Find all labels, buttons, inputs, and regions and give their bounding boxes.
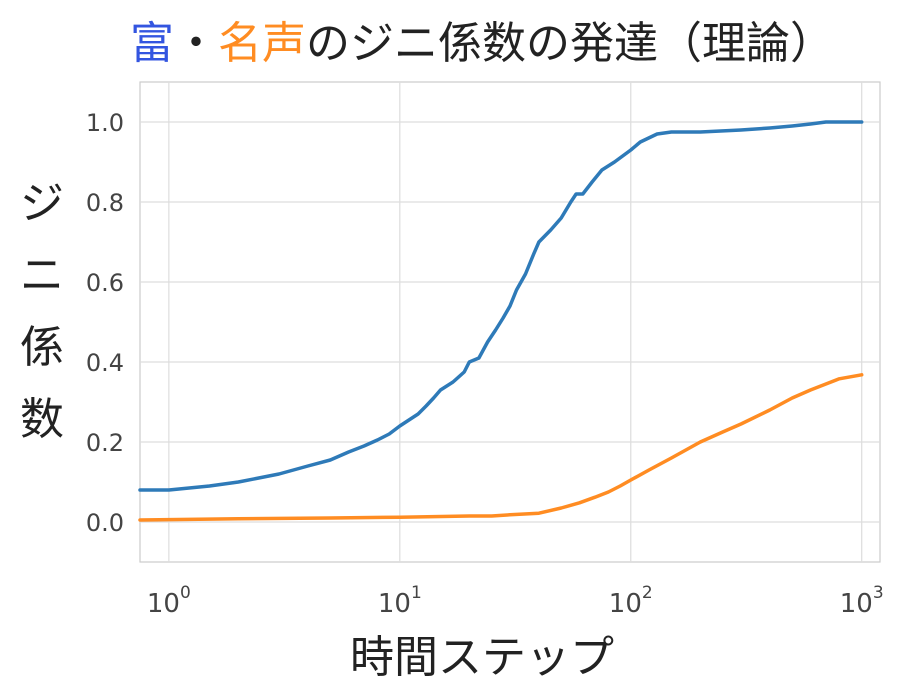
x-tick-label: 102 bbox=[609, 583, 653, 619]
series-line-0 bbox=[138, 120, 864, 492]
y-ticks: 0.0 0.2 0.4 0.6 0.8 1.0 bbox=[86, 109, 124, 537]
x-tick-base: 10 bbox=[840, 589, 873, 619]
y-tick-label: 0.6 bbox=[86, 269, 124, 297]
y-tick-label: 0.0 bbox=[86, 509, 124, 537]
x-axis-label: 時間ステップ bbox=[350, 632, 614, 683]
title-part-separator: ・ bbox=[174, 18, 218, 69]
x-ticks: 100 101 102 103 bbox=[147, 583, 884, 619]
plot-frame bbox=[139, 81, 881, 563]
y-tick-label: 0.4 bbox=[86, 349, 124, 377]
title-part-rest: のジニ係数の発達（理論） bbox=[306, 18, 834, 69]
x-tick-base: 10 bbox=[147, 589, 180, 619]
title-part-fame: 名声 bbox=[218, 18, 306, 69]
x-tick-label: 100 bbox=[147, 583, 191, 619]
y-axis-label-text: ジニ係数 bbox=[20, 178, 64, 445]
grid bbox=[140, 82, 880, 562]
x-tick-base: 10 bbox=[378, 589, 411, 619]
x-tick-exponent: 1 bbox=[411, 583, 422, 603]
y-tick-label: 0.8 bbox=[86, 189, 124, 217]
y-axis-label-char: ジ bbox=[20, 178, 64, 229]
x-tick-exponent: 2 bbox=[642, 583, 653, 603]
x-tick-exponent: 3 bbox=[873, 583, 884, 603]
x-tick-base: 10 bbox=[609, 589, 642, 619]
y-tick-label: 1.0 bbox=[86, 109, 124, 137]
y-tick-label: 0.2 bbox=[86, 429, 124, 457]
y-axis-label-char: 係 bbox=[20, 322, 64, 373]
plot-area bbox=[138, 81, 881, 563]
x-tick-exponent: 0 bbox=[180, 583, 191, 603]
chart-title: 富・名声のジニ係数の発達（理論） bbox=[130, 18, 834, 69]
data-lines bbox=[138, 120, 864, 522]
title-part-wealth: 富 bbox=[130, 18, 174, 69]
x-tick-label: 101 bbox=[378, 583, 422, 619]
y-axis-label: ジニ係数 bbox=[20, 178, 64, 445]
series-line-1 bbox=[138, 373, 864, 522]
x-tick-label: 103 bbox=[840, 583, 884, 619]
y-axis-label-char: 数 bbox=[20, 394, 64, 445]
y-axis-label-char: ニ bbox=[20, 250, 64, 301]
